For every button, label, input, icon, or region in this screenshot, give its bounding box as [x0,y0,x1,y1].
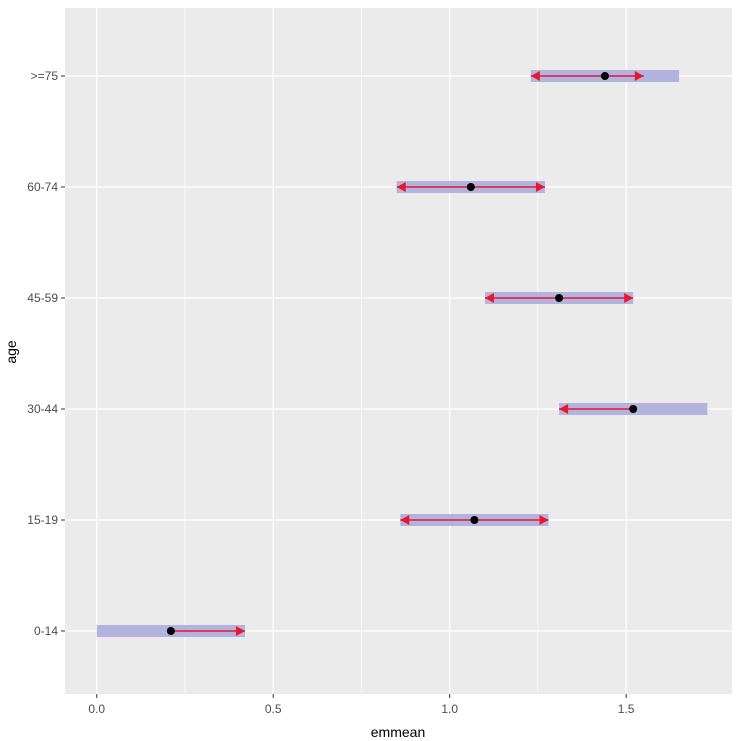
arrow-head-left-15-19 [400,515,410,525]
emmean-point->=75 [600,72,609,80]
arrow-head-right->=75 [634,71,644,81]
arrow-head-right-45-59 [624,293,634,303]
x-tick-label: 1.0 [441,702,458,716]
y-tick-label: 45-59 [27,291,58,305]
y-axis-ticks: 0-14 15-19 30-44 45-59 60-74 >=75 [27,69,65,638]
y-axis-title: age [3,340,19,364]
emmean-point-45-59 [555,294,564,302]
y-tick-label: >=75 [31,69,59,83]
arrow-head-left->=75 [530,71,540,81]
y-tick-label: 0-14 [34,624,58,638]
arrow-head-left-60-74 [396,182,406,192]
x-tick-label: 0.0 [88,702,105,716]
y-tick-label: 30-44 [27,402,58,416]
arrow-head-right-60-74 [535,182,545,192]
emmean-point-30-44 [629,405,638,413]
emmean-point-0-14 [166,627,175,635]
x-tick-label: 1.5 [618,702,635,716]
plot-panel [65,8,732,694]
arrow-head-left-30-44 [559,404,569,414]
emmean-point-60-74 [466,183,475,191]
y-tick-label: 60-74 [27,180,58,194]
emmean-points [166,72,638,635]
x-tick-label: 0.5 [265,702,282,716]
y-tick-label: 15-19 [27,513,58,527]
emmean-point-15-19 [470,516,479,524]
arrow-head-right-15-19 [539,515,549,525]
x-axis-title: emmean [371,724,425,740]
arrow-head-right-0-14 [235,626,245,636]
x-axis-ticks: 0.0 0.5 1.0 1.5 [88,694,635,716]
arrow-head-left-45-59 [484,293,494,303]
